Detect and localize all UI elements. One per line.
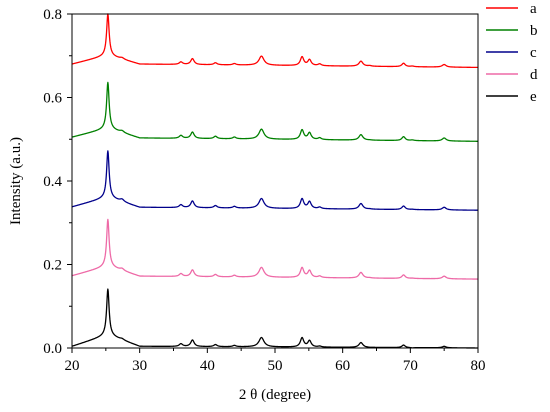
y-tick-label-0.8: 0.8 bbox=[43, 7, 62, 23]
axes-layer: 20 30 40 50 60 70 80 0.0 0.2 0.4 0.6 0.8 bbox=[43, 7, 485, 374]
legend-label-d: d bbox=[530, 67, 538, 83]
plot-frame bbox=[71, 13, 479, 349]
x-tick-label-30: 30 bbox=[132, 358, 147, 374]
y-axis-title: Intensity (a.u.) bbox=[8, 137, 24, 225]
series-line-b bbox=[71, 81, 479, 142]
x-tick-label-70: 70 bbox=[403, 358, 418, 374]
legend-label-b: b bbox=[530, 23, 538, 39]
series-line-e bbox=[71, 288, 479, 349]
series-line-a bbox=[71, 13, 479, 69]
y-tick-label-0.2: 0.2 bbox=[43, 258, 62, 274]
legend-label-e: e bbox=[530, 89, 537, 105]
y-tick-label-0.6: 0.6 bbox=[43, 91, 62, 107]
legend-label-a: a bbox=[530, 1, 537, 17]
x-tick-label-60: 60 bbox=[335, 358, 350, 374]
x-tick-label-80: 80 bbox=[471, 358, 486, 374]
x-tick-label-50: 50 bbox=[268, 358, 283, 374]
series-line-d bbox=[71, 218, 479, 280]
legend-label-c: c bbox=[530, 45, 537, 61]
x-axis-title: 2 θ (degree) bbox=[239, 387, 311, 403]
x-tick-label-40: 40 bbox=[200, 358, 215, 374]
x-tick-label-20: 20 bbox=[65, 358, 80, 374]
y-tick-label-0: 0.0 bbox=[43, 341, 62, 357]
series-line-c bbox=[71, 150, 479, 211]
series-layer bbox=[71, 13, 479, 349]
y-tick-label-0.4: 0.4 bbox=[43, 174, 62, 190]
